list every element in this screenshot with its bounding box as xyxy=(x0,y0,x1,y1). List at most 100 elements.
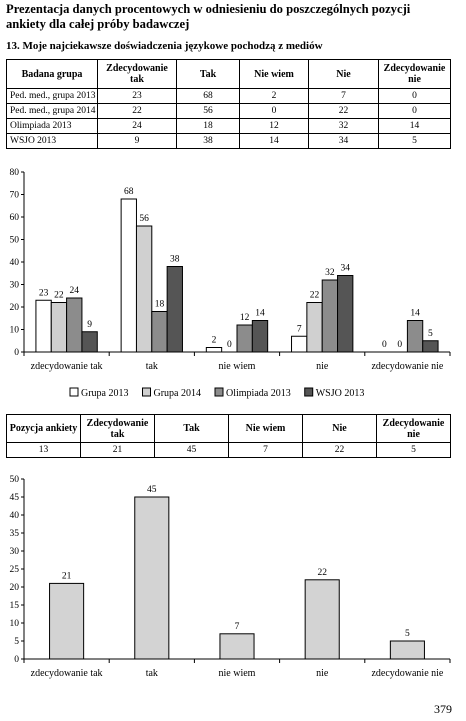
legend-swatch xyxy=(214,387,224,397)
table-cell: 56 xyxy=(176,103,240,119)
bar xyxy=(236,324,253,353)
table-cell: 2 xyxy=(239,88,309,104)
y-tick-label: 35 xyxy=(10,529,20,539)
table-cell: Ped. med., grupa 2014 xyxy=(6,103,98,119)
data-label: 22 xyxy=(310,291,320,301)
y-tick-label: 40 xyxy=(10,511,20,521)
data-label: 9 xyxy=(87,320,92,330)
table-cell: 23 xyxy=(97,88,177,104)
table-cell: WSJO 2013 xyxy=(6,133,98,149)
bar xyxy=(321,279,339,353)
bar xyxy=(219,633,255,660)
table-cell: 22 xyxy=(308,103,379,119)
y-tick-label: 30 xyxy=(10,281,20,291)
bar xyxy=(134,496,170,660)
table-cell: 13 xyxy=(6,442,81,458)
header-cell: Tak xyxy=(154,414,229,443)
header-cell: Zdecydowanie nie xyxy=(376,414,451,443)
header-cell: Tak xyxy=(176,59,240,89)
table-cell: 34 xyxy=(308,133,379,149)
table-row: Ped. med., grupa 2014 22 56 0 22 0 xyxy=(6,103,451,119)
table-cell: 9 xyxy=(97,133,177,149)
data-label: 0 xyxy=(382,340,387,350)
header-cell: Nie wiem xyxy=(228,414,303,443)
data-label: 18 xyxy=(155,300,165,310)
table-row: WSJO 2013 9 38 14 34 5 xyxy=(6,133,451,149)
data-label: 21 xyxy=(62,571,72,581)
y-tick-label: 10 xyxy=(10,326,20,336)
y-tick-label: 0 xyxy=(14,348,19,358)
header-cell: Zdecydowanie nie xyxy=(378,59,451,89)
y-tick-label: 30 xyxy=(10,547,20,557)
bar xyxy=(422,340,439,353)
bar xyxy=(291,335,308,353)
table-cell: 14 xyxy=(378,118,451,134)
legend-label: Grupa 2013 xyxy=(81,388,129,399)
y-tick-label: 45 xyxy=(10,493,20,503)
data-label: 22 xyxy=(54,291,64,301)
bar xyxy=(304,579,340,660)
legend-label: WSJO 2013 xyxy=(316,388,365,399)
data-label: 14 xyxy=(410,309,420,319)
category-label: zdecydowanie tak xyxy=(31,668,103,679)
header-cell: Badana grupa xyxy=(6,59,98,89)
table-cell: 45 xyxy=(154,442,229,458)
category-label: nie xyxy=(316,668,329,679)
table-row: 13 21 45 7 22 5 xyxy=(6,442,451,458)
header-cell: Nie xyxy=(302,414,377,443)
data-label: 32 xyxy=(325,268,335,278)
header-cell: Zdecydowanie tak xyxy=(80,414,155,443)
table-cell: 7 xyxy=(228,442,303,458)
bar xyxy=(306,302,323,353)
y-tick-label: 0 xyxy=(14,655,19,665)
data-label: 14 xyxy=(255,309,265,319)
table-cell: 0 xyxy=(378,103,451,119)
category-label: nie xyxy=(316,361,329,372)
legend-swatch xyxy=(304,387,314,397)
category-label: tak xyxy=(146,668,158,679)
data-label: 12 xyxy=(240,313,250,323)
header-cell: Nie wiem xyxy=(239,59,309,89)
y-tick-label: 20 xyxy=(10,303,20,313)
data-label: 56 xyxy=(139,214,149,224)
table-cell: 68 xyxy=(176,88,240,104)
y-tick-label: 40 xyxy=(10,258,20,268)
table-cell: Ped. med., grupa 2013 xyxy=(6,88,98,104)
page-number: 379 xyxy=(434,702,452,716)
y-tick-label: 15 xyxy=(10,601,20,611)
legend-swatch xyxy=(69,387,79,397)
data-label: 24 xyxy=(70,286,80,296)
table-cell: 21 xyxy=(80,442,155,458)
header-cell: Pozycja ankiety xyxy=(6,414,81,443)
data-label: 5 xyxy=(428,329,433,339)
data-label: 7 xyxy=(297,324,302,334)
table-cell: 18 xyxy=(176,118,240,134)
data-label: 22 xyxy=(317,568,327,578)
table-cell: 38 xyxy=(176,133,240,149)
category-label: tak xyxy=(146,361,158,372)
data-label: 68 xyxy=(124,187,134,197)
table-row: Ped. med., grupa 2013 23 68 2 7 0 xyxy=(6,88,451,104)
y-tick-label: 80 xyxy=(10,168,20,178)
bar xyxy=(406,320,424,353)
legend-label: Olimpiada 2013 xyxy=(226,388,291,399)
group-results-table: Badana grupa Zdecydowanie tak Tak Nie wi… xyxy=(6,59,451,149)
y-tick-label: 5 xyxy=(14,637,19,647)
table-row: Olimpiada 2013 24 18 12 32 14 xyxy=(6,118,451,134)
y-tick-label: 10 xyxy=(10,619,20,629)
table-cell: Olimpiada 2013 xyxy=(6,118,98,134)
bar xyxy=(120,198,137,353)
data-label: 2 xyxy=(212,336,217,346)
bar xyxy=(389,640,425,660)
category-label: nie wiem xyxy=(219,361,256,372)
y-tick-label: 50 xyxy=(10,236,20,246)
bar xyxy=(49,582,85,660)
data-label: 0 xyxy=(227,340,232,350)
table-cell: 14 xyxy=(239,133,309,149)
bar xyxy=(35,299,52,353)
table-header-row: Pozycja ankiety Zdecydowanie tak Tak Nie… xyxy=(6,414,451,443)
table-cell: 0 xyxy=(378,88,451,104)
data-label: 7 xyxy=(235,622,240,632)
data-label: 38 xyxy=(170,255,180,265)
